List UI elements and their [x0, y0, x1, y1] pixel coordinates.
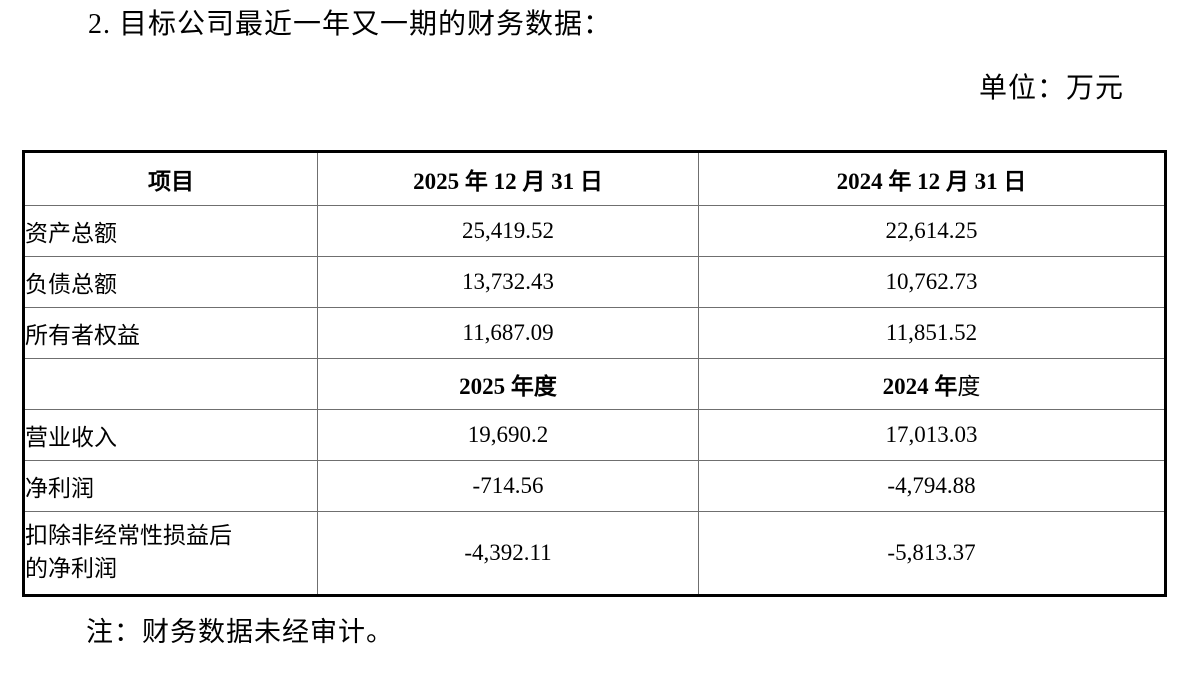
value-2025: -714.56	[317, 459, 699, 512]
value-2025: 13,732.43	[317, 255, 699, 308]
row-label: 营业收入	[23, 408, 318, 461]
table-row: 扣除非经常性损益后的净利润 -4,392.11 -5,813.37	[23, 510, 1166, 596]
table-row: 所有者权益 11,687.09 11,851.52	[23, 306, 1166, 359]
row-label: 扣除非经常性损益后的净利润	[23, 510, 318, 596]
period-2024: 2024 年度	[698, 357, 1166, 410]
header-date-2025: 2025 年 12 月 31 日	[317, 150, 699, 206]
value-2024: 17,013.03	[698, 408, 1166, 461]
footnote: 注：财务数据未经审计。	[86, 616, 394, 647]
value-2024: -4,794.88	[698, 459, 1166, 512]
header-date-2024: 2024 年 12 月 31 日	[698, 150, 1166, 206]
value-2024: -5,813.37	[698, 510, 1166, 596]
empty-cell	[23, 357, 318, 410]
value-2024: 22,614.25	[698, 204, 1166, 257]
financial-data-table: 项目 2025 年 12 月 31 日 2024 年 12 月 31 日 资产总…	[22, 149, 1167, 597]
value-2025: -4,392.11	[317, 510, 699, 596]
row-label-text: 扣除非经常性损益后的净利润	[25, 523, 232, 581]
section-heading: 2. 目标公司最近一年又一期的财务数据：	[88, 9, 613, 40]
row-label: 所有者权益	[23, 306, 318, 359]
value-2024: 11,851.52	[698, 306, 1166, 359]
row-label: 资产总额	[23, 204, 318, 257]
period-2025-label: 2025 年度	[459, 373, 557, 399]
value-2025: 11,687.09	[317, 306, 699, 359]
unit-label: 单位：万元	[978, 72, 1124, 104]
row-label: 净利润	[23, 459, 318, 512]
period-2024-label-normal: 度	[957, 373, 981, 399]
value-2024: 10,762.73	[698, 255, 1166, 308]
table-row: 资产总额 25,419.52 22,614.25	[23, 204, 1166, 257]
table-row: 营业收入 19,690.2 17,013.03	[23, 408, 1166, 461]
period-2025: 2025 年度	[317, 357, 699, 410]
header-item: 项目	[23, 150, 318, 206]
row-label: 负债总额	[23, 255, 318, 308]
document-page: 2. 目标公司最近一年又一期的财务数据： 单位：万元 项目 2025 年 12 …	[0, 6, 1192, 650]
table-header-row: 项目 2025 年 12 月 31 日 2024 年 12 月 31 日	[23, 150, 1166, 206]
value-2025: 19,690.2	[317, 408, 699, 461]
period-header-row: 2025 年度 2024 年度	[23, 357, 1166, 410]
value-2025: 25,419.52	[317, 204, 699, 257]
table-row: 负债总额 13,732.43 10,762.73	[23, 255, 1166, 308]
period-2024-label-bold: 2024 年	[882, 373, 958, 399]
table-row: 净利润 -714.56 -4,794.88	[23, 459, 1166, 512]
